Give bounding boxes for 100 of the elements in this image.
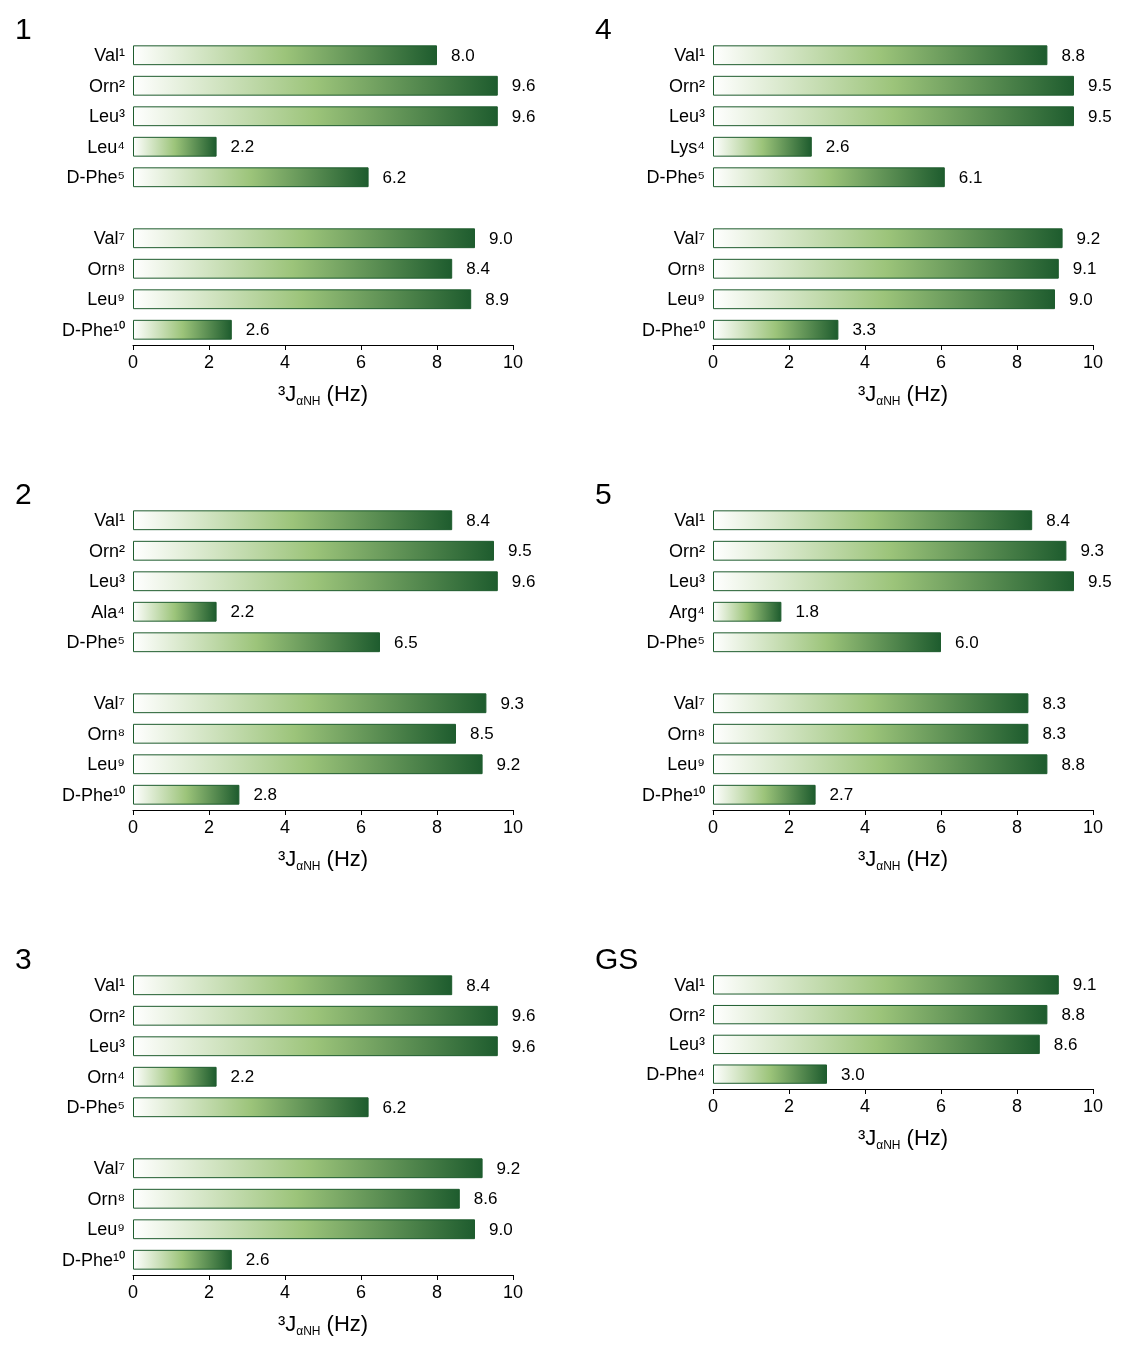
data-label: 9.5 (1088, 106, 1112, 126)
y-tick-label: Val¹ (674, 45, 705, 66)
data-label: 2.6 (245, 320, 270, 340)
data-label: 8.0 (451, 45, 475, 65)
x-tick-label: 4 (279, 1282, 291, 1302)
bar (133, 228, 475, 249)
bar (713, 1064, 827, 1084)
bar (133, 1036, 498, 1057)
data-label: 3.0 (841, 1064, 865, 1084)
y-tick-label: D-Phe⁴ (646, 1064, 705, 1085)
y-tick-label: Leu³ (88, 1036, 125, 1057)
bar (133, 1249, 232, 1270)
data-label: 9.6 (511, 571, 536, 591)
bar (713, 289, 1055, 310)
data-label: 9.1 (1072, 259, 1097, 279)
x-tick-label: 6 (355, 817, 367, 837)
bar (713, 136, 812, 157)
data-label: 6.5 (394, 632, 418, 652)
x-tick-label: 2 (783, 1096, 795, 1116)
x-tick-label: 0 (707, 352, 719, 372)
bar (133, 136, 217, 157)
y-tick-label: D-Phe⁵ (66, 167, 125, 188)
data-label: 6.2 (382, 167, 407, 187)
y-tick-label: Val¹ (674, 974, 705, 995)
data-label: 9.0 (489, 1219, 513, 1239)
x-tick-label: 0 (127, 817, 139, 837)
data-label: 8.5 (470, 724, 494, 744)
y-tick-label: Val¹ (94, 975, 125, 996)
data-label: 9.5 (1088, 76, 1112, 96)
x-tick-label: 4 (859, 817, 871, 837)
data-label: 9.3 (500, 693, 525, 713)
data-label: 9.2 (1076, 228, 1101, 248)
chart-title: 2 (15, 476, 32, 510)
y-tick-label: Orn² (669, 540, 706, 561)
y-tick-label: Orn² (89, 540, 126, 561)
y-tick-label: Orn² (669, 75, 706, 96)
x-tick-label: 10 (502, 352, 524, 372)
y-tick-label: Val¹ (94, 510, 125, 531)
x-tick-label: 2 (783, 817, 795, 837)
bar (713, 1034, 1040, 1055)
bar (713, 540, 1067, 561)
y-tick-label: Leu⁹ (87, 289, 125, 310)
bar (133, 723, 456, 744)
data-label: 8.4 (466, 259, 490, 279)
data-label: 8.8 (1061, 754, 1086, 774)
x-tick-label: 8 (431, 352, 443, 372)
y-tick-label: Orn⁴ (87, 1066, 125, 1087)
bar (133, 693, 487, 714)
y-tick-label: Orn⁸ (87, 1188, 125, 1209)
x-tick-label: 4 (279, 352, 291, 372)
bar (713, 784, 816, 805)
y-tick-label: Val⁷ (93, 228, 125, 249)
x-tick-label: 6 (935, 817, 947, 837)
y-tick-label: Orn² (89, 75, 126, 96)
bar (133, 106, 498, 127)
bar (713, 167, 945, 188)
chart-title: 4 (595, 11, 612, 45)
y-tick-label: Leu⁹ (667, 289, 705, 310)
x-tick-label: 10 (502, 1282, 524, 1302)
data-label: 8.8 (1061, 45, 1086, 65)
x-tick-label: 2 (783, 352, 795, 372)
x-tick-label: 2 (203, 817, 215, 837)
bar (133, 75, 498, 96)
data-label: 9.0 (489, 228, 513, 248)
y-tick-label: Val⁷ (93, 1158, 125, 1179)
y-tick-label: Val⁷ (93, 693, 125, 714)
bar (713, 601, 782, 622)
data-label: 2.7 (829, 785, 854, 805)
data-label: 2.6 (245, 1250, 270, 1270)
y-tick-label: Val¹ (94, 45, 125, 66)
x-tick-label: 8 (431, 817, 443, 837)
y-tick-label: Orn⁸ (87, 723, 125, 744)
bar (133, 510, 453, 531)
bar (133, 540, 494, 561)
bar (133, 975, 453, 996)
x-tick-label: 4 (859, 352, 871, 372)
bar (133, 45, 437, 66)
x-tick-label: 10 (502, 817, 524, 837)
bar (713, 75, 1074, 96)
data-label: 9.5 (508, 541, 532, 561)
y-tick-label: Val¹ (674, 510, 705, 531)
bar (133, 1066, 217, 1087)
bar (713, 258, 1059, 279)
bar (713, 106, 1074, 127)
data-label: 9.5 (1088, 571, 1112, 591)
x-tick-label: 6 (935, 1096, 947, 1116)
data-label: 2.6 (825, 137, 850, 157)
bar (713, 571, 1074, 592)
data-label: 2.8 (253, 785, 278, 805)
data-label: 6.0 (955, 632, 979, 652)
data-label: 2.2 (230, 1067, 255, 1087)
y-tick-label: D-Phe¹⁰ (61, 784, 125, 805)
y-tick-label: D-Phe¹⁰ (61, 319, 125, 340)
y-tick-label: D-Phe⁵ (66, 1097, 125, 1118)
data-label: 8.9 (485, 289, 509, 309)
data-label: 8.3 (1042, 693, 1067, 713)
x-tick-label: 0 (127, 352, 139, 372)
data-label: 8.4 (466, 510, 490, 530)
bar (713, 510, 1033, 531)
y-tick-label: D-Phe¹⁰ (641, 319, 705, 340)
